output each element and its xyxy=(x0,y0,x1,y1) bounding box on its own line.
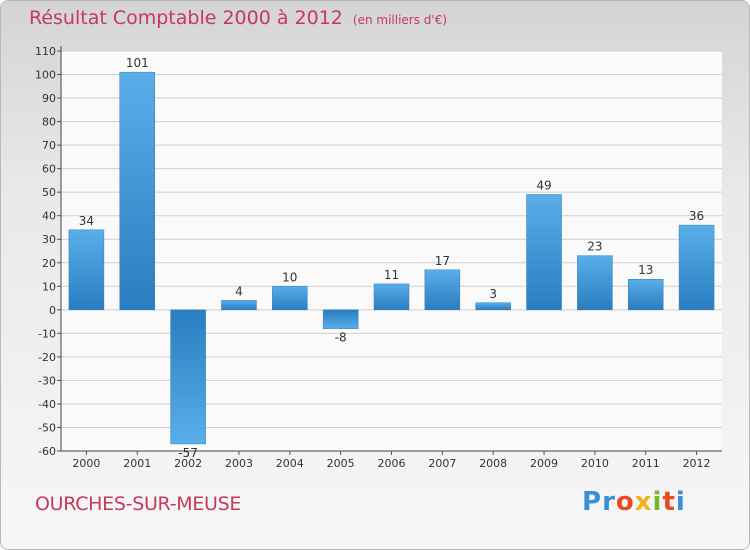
data-label-2000: 34 xyxy=(79,214,94,228)
data-label-2005: -8 xyxy=(335,331,347,345)
y-tick-label: 90 xyxy=(42,92,56,105)
bar-2009 xyxy=(526,194,562,311)
bar-2008 xyxy=(475,302,511,311)
x-tick-label: 2012 xyxy=(683,457,711,470)
y-tick-label: 80 xyxy=(42,116,56,129)
bar-2007 xyxy=(424,269,461,311)
x-tick-label: 2005 xyxy=(327,457,355,470)
data-label-2001: 101 xyxy=(126,56,149,70)
y-tick-label: -40 xyxy=(38,398,56,411)
y-tick-label: -10 xyxy=(38,327,56,340)
y-tick-label: -50 xyxy=(38,421,56,434)
y-tick-label: -30 xyxy=(38,374,56,387)
y-tick-label: 30 xyxy=(42,233,56,246)
x-tick-label: 2008 xyxy=(479,457,507,470)
bar-2012 xyxy=(678,224,715,311)
bar-2005 xyxy=(322,309,359,329)
x-tick-label: 2002 xyxy=(174,457,202,470)
y-tick-label: 70 xyxy=(42,139,56,152)
y-tick-label: 110 xyxy=(35,45,56,58)
y-tick-label: 0 xyxy=(49,304,56,317)
y-tick-label: 50 xyxy=(42,186,56,199)
y-tick-label: 10 xyxy=(42,280,56,293)
x-tick-label: 2001 xyxy=(123,457,151,470)
bar-2006 xyxy=(373,283,410,311)
bar-2000 xyxy=(68,229,105,311)
data-label-2010: 23 xyxy=(587,240,602,254)
data-label-2004: 10 xyxy=(282,270,297,284)
logo-letter: i xyxy=(652,487,663,517)
chart-subtitle: (en milliers d'€) xyxy=(352,13,448,27)
x-tick-label: 2006 xyxy=(378,457,406,470)
logo-letter: x xyxy=(634,487,653,517)
plot-area xyxy=(61,51,722,451)
y-tick-label: 20 xyxy=(42,257,56,270)
bar-2004 xyxy=(272,286,308,311)
x-tick-label: 2003 xyxy=(225,457,253,470)
y-tick-label: -60 xyxy=(38,445,56,458)
logo-letter: P xyxy=(582,487,603,517)
logo-letter: t xyxy=(662,487,676,517)
y-tick-label: 40 xyxy=(42,210,56,223)
proxiti-logo: Proxiti xyxy=(582,487,686,517)
x-tick-label: 2007 xyxy=(428,457,456,470)
x-tick-label: 2000 xyxy=(72,457,100,470)
logo-letter: r xyxy=(602,487,616,517)
data-label-2003: 4 xyxy=(235,284,243,298)
bar-2002 xyxy=(170,309,206,445)
chart-title: Résultat Comptable 2000 à 2012 (en millie… xyxy=(29,7,447,29)
data-label-2007: 17 xyxy=(435,254,450,268)
data-label-2012: 36 xyxy=(689,209,704,223)
x-tick-label: 2004 xyxy=(276,457,304,470)
x-tick-label: 2011 xyxy=(632,457,660,470)
data-label-2008: 3 xyxy=(489,287,497,301)
title-text: Résultat Comptable 2000 à 2012 xyxy=(29,7,343,29)
y-tick-label: 60 xyxy=(42,163,56,176)
bar-2011 xyxy=(627,278,664,311)
bar-2001 xyxy=(119,71,156,311)
data-label-2011: 13 xyxy=(638,263,653,277)
data-label-2006: 11 xyxy=(384,268,399,282)
logo-letter: o xyxy=(615,487,635,517)
y-tick-label: -20 xyxy=(38,351,56,364)
bar-2003 xyxy=(221,300,257,311)
data-label-2009: 49 xyxy=(536,179,551,193)
place-name: OURCHES-SUR-MEUSE xyxy=(35,493,242,515)
x-tick-label: 2009 xyxy=(530,457,558,470)
logo-letter: i xyxy=(675,487,686,517)
x-tick-label: 2010 xyxy=(581,457,609,470)
bar-2010 xyxy=(577,255,613,311)
y-tick-label: 100 xyxy=(35,69,56,82)
